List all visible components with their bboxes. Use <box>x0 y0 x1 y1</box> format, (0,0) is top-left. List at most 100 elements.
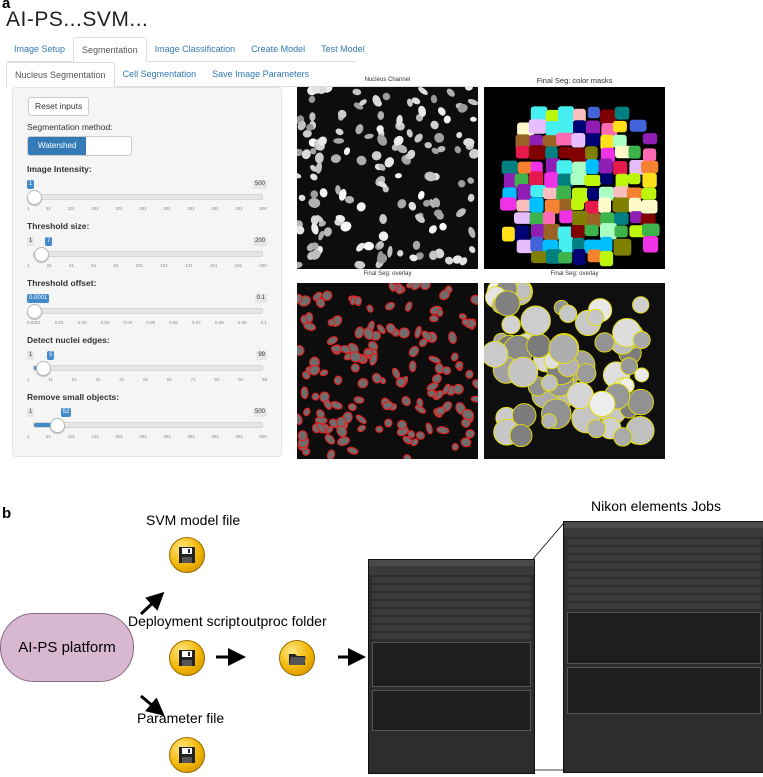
slider-handle[interactable] <box>49 418 65 433</box>
nucleus <box>398 327 410 339</box>
slider-handle[interactable] <box>27 190 42 205</box>
nucleus <box>404 301 413 312</box>
tab-image-classification[interactable]: Image Classification <box>154 44 236 54</box>
overlay-image-yellow <box>484 283 665 459</box>
slider-handle[interactable] <box>27 304 42 319</box>
slider-track[interactable] <box>33 194 263 200</box>
slider-tick-label: 21 <box>46 263 52 268</box>
slider-handle[interactable] <box>33 247 49 262</box>
cell-mask <box>643 148 657 162</box>
segmentation-method-label: Segmentation method: <box>27 122 113 132</box>
nucleus <box>384 418 393 428</box>
tab-nucleus-segmentation[interactable]: Nucleus Segmentation <box>6 62 115 87</box>
slider-label: Image Intensity: <box>27 164 92 174</box>
nucleus <box>317 136 327 146</box>
dialog-field-row <box>567 579 761 585</box>
nucleus <box>408 201 417 211</box>
nucleus <box>308 364 321 376</box>
cell-mask <box>599 186 615 201</box>
outproc-dialog-small <box>368 559 535 774</box>
cell-mask <box>558 252 573 264</box>
tab-test-model[interactable]: Test Model <box>321 44 365 54</box>
slider-tick-label: 301 <box>163 434 171 439</box>
slider-handle[interactable] <box>36 361 52 376</box>
slider-tick-label: 121 <box>160 263 168 268</box>
segmentation-method-toggle[interactable]: Watershed <box>27 136 132 156</box>
slider-tick-label: 0.03 <box>100 320 110 325</box>
nucleus <box>437 145 446 153</box>
nucleus <box>424 171 437 182</box>
nucleus <box>384 301 396 311</box>
tab-cell-segmentation[interactable]: Cell Segmentation <box>122 69 197 79</box>
nucleus <box>465 429 475 439</box>
nucleus <box>457 180 466 188</box>
cell-outline <box>509 424 533 448</box>
nucleus <box>408 345 420 358</box>
dialog-field-row <box>372 633 531 639</box>
slider-tick-label: 81 <box>214 377 220 382</box>
dialog-output-parameters-section <box>567 667 761 714</box>
slider-group: Image Intensity: 1 500 15110115120125130… <box>27 164 267 216</box>
nucleus <box>436 426 450 435</box>
cell-outline <box>501 315 521 335</box>
nucleus <box>397 250 404 257</box>
nucleus <box>372 94 381 107</box>
cell-mask <box>612 197 630 213</box>
cell-mask <box>500 197 517 211</box>
tab-image-setup[interactable]: Image Setup <box>14 44 66 54</box>
nucleus <box>385 323 396 334</box>
watershed-option[interactable]: Watershed <box>28 137 87 155</box>
slider-value-badge: 52 <box>60 408 72 417</box>
tab-create-model[interactable]: Create Model <box>251 44 306 54</box>
nucleus <box>469 148 478 159</box>
main-tabs: Image Setup Segmentation Image Classific… <box>6 37 365 62</box>
cell-mask <box>572 161 589 174</box>
nucleus <box>378 163 386 171</box>
tab-save-image-parameters[interactable]: Save Image Parameters <box>212 69 310 79</box>
nucleus <box>430 94 438 104</box>
cell-mask <box>570 225 586 239</box>
cell-mask <box>585 146 598 160</box>
nucleus <box>427 388 436 398</box>
nucleus <box>375 425 384 433</box>
dialog-field-row <box>567 563 761 569</box>
nucleus <box>359 99 367 106</box>
cell-mask <box>614 225 628 238</box>
slider-track[interactable] <box>33 422 263 428</box>
nucleus <box>435 406 446 416</box>
slider-tick-label: 0.08 <box>214 320 224 325</box>
nucleus <box>309 112 316 122</box>
nucleus <box>403 454 412 459</box>
dialog-field-row <box>372 609 531 615</box>
slider-tick-label: 251 <box>139 434 147 439</box>
slider-tick-label: 41 <box>119 377 125 382</box>
slider-tick-label: 61 <box>91 263 97 268</box>
nucleus <box>376 241 384 249</box>
nucleus <box>311 87 321 94</box>
nucleus <box>430 120 439 130</box>
reset-inputs-button[interactable]: Reset inputs <box>28 97 90 116</box>
cell-mask <box>585 133 602 146</box>
nucleus <box>310 173 318 181</box>
nucleus <box>335 416 347 428</box>
nucleus <box>315 409 325 419</box>
tab-segmentation[interactable]: Segmentation <box>73 37 147 62</box>
slider-tick-label: 1 <box>27 377 30 382</box>
cell-mask <box>614 212 629 225</box>
slider-track[interactable] <box>33 308 263 314</box>
nucleus <box>311 223 319 235</box>
cell-mask <box>642 223 660 237</box>
nucleus <box>356 155 367 166</box>
nucleus <box>463 138 475 147</box>
slider-track[interactable] <box>33 365 263 371</box>
svm-model-file-icon <box>169 537 205 573</box>
nucleus <box>314 152 324 164</box>
nikon-elements-jobs-title: Nikon elements Jobs <box>591 498 721 514</box>
nucleus <box>379 214 387 224</box>
cell-mask <box>544 199 560 214</box>
nucleus <box>431 373 442 384</box>
app-title: AI-PS...SVM... <box>6 8 149 31</box>
nucleus <box>418 87 428 95</box>
slider-tick-label: 151 <box>91 206 99 211</box>
slider-track[interactable] <box>33 251 263 257</box>
